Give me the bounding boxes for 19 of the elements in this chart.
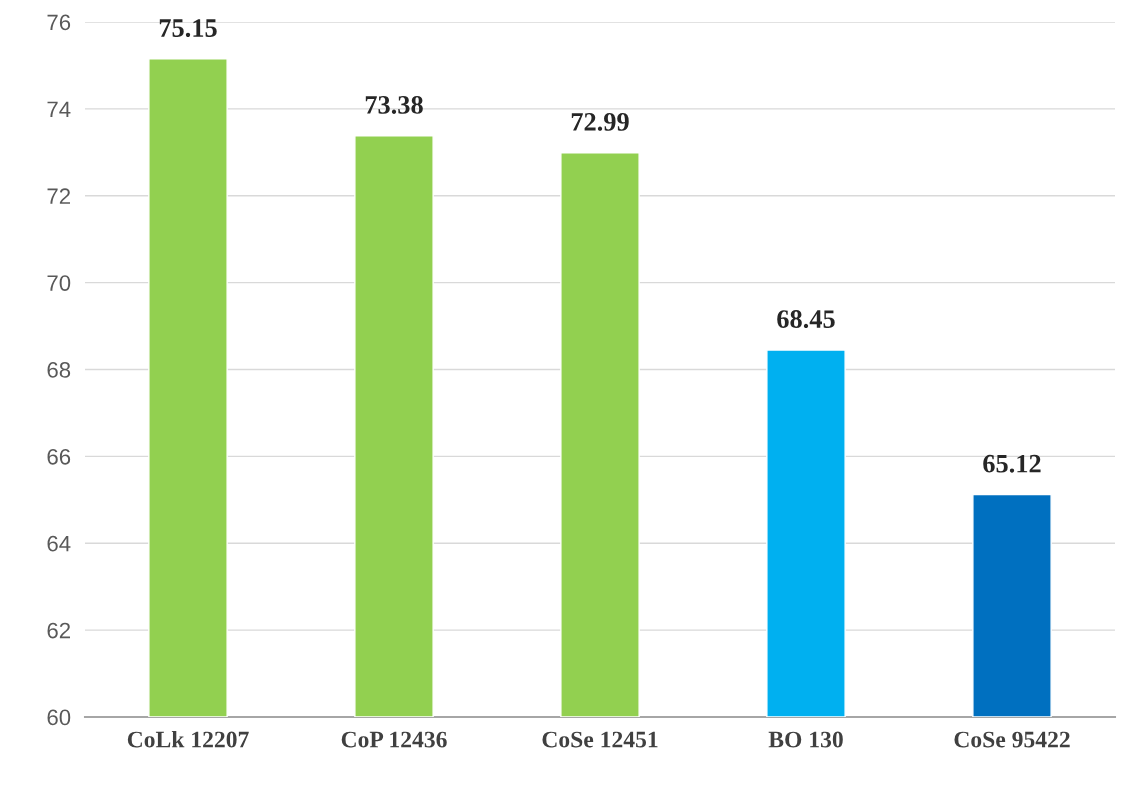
y-tick-label: 66 <box>47 448 71 465</box>
y-tick-label: 74 <box>47 101 71 117</box>
x-tick-label: CoP 12436 <box>341 731 447 748</box>
data-label: 65.12 <box>983 454 1041 473</box>
y-tick-label: 76 <box>47 14 71 31</box>
x-tick-label: CoLk 12207 <box>127 730 249 748</box>
data-label: 68.45 <box>777 310 835 329</box>
y-tick-label: 62 <box>47 622 70 639</box>
data-label: 73.38 <box>365 95 423 114</box>
x-tick-label: BO 130 <box>768 731 843 748</box>
y-tick-label: 72 <box>47 188 70 204</box>
data-label: 72.99 <box>571 112 629 131</box>
x-tick-label: CoSe 12451 <box>542 731 658 748</box>
y-tick-label: 64 <box>47 535 71 552</box>
y-tick-label: 60 <box>47 709 71 726</box>
y-tick-label: 68 <box>47 362 71 378</box>
x-tick-label: CoSe 95422 <box>954 731 1070 748</box>
data-label: 75.15 <box>159 19 217 38</box>
y-tick-label: 70 <box>47 275 71 291</box>
